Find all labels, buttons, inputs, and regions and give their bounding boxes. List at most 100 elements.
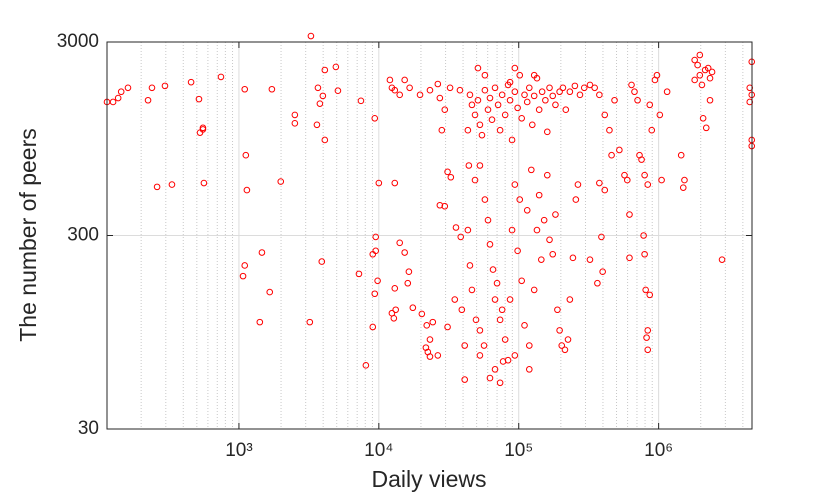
scatter-point — [601, 111, 609, 119]
scatter-point — [306, 318, 314, 326]
scatter-point — [663, 88, 671, 96]
scatter-point — [436, 94, 444, 102]
scatter-point — [372, 247, 380, 255]
scatter-point — [258, 249, 266, 256]
x-axis-title: Daily views — [371, 466, 486, 492]
scatter-point — [514, 247, 521, 255]
scatter-point — [476, 327, 484, 334]
scatter-point — [586, 81, 594, 89]
scatter-point — [168, 181, 176, 188]
scatter-point — [496, 379, 504, 387]
scatter-point — [480, 342, 488, 349]
scatter-point — [528, 121, 536, 129]
scatter-point — [644, 181, 652, 188]
scatter-point — [291, 111, 299, 119]
scatter-point — [196, 129, 204, 136]
scatter-point — [391, 285, 399, 292]
scatter-point — [691, 76, 698, 84]
scatter-point — [424, 348, 432, 356]
scatter-point — [476, 121, 484, 129]
scatter-point — [511, 352, 519, 359]
scatter-point — [409, 304, 417, 312]
scatter-point — [486, 94, 494, 102]
scatter-point — [608, 151, 615, 159]
scatter-point — [514, 104, 521, 112]
scatter-point — [491, 366, 499, 373]
scatter-point — [694, 61, 701, 69]
scatter-point — [461, 376, 469, 383]
scatter-point — [521, 322, 528, 329]
scatter-point — [606, 126, 613, 134]
scatter-point — [457, 233, 465, 241]
scatter-point — [456, 86, 464, 94]
scatter-point — [388, 309, 396, 317]
scatter-point — [458, 306, 466, 314]
scatter-point — [554, 306, 561, 314]
scatter-point — [646, 291, 654, 299]
scatter-point — [334, 87, 342, 95]
scatter-point — [516, 196, 524, 203]
scatter-point — [566, 296, 574, 303]
scatter-point — [434, 80, 442, 88]
y-tick-label: 3000 — [57, 31, 99, 52]
scatter-point — [405, 268, 413, 276]
x-tick-label: 10⁵ — [504, 440, 533, 461]
scatter-point — [239, 272, 247, 280]
scatter-point — [461, 342, 469, 349]
scatter-point — [644, 346, 652, 354]
scatter-point — [319, 92, 327, 100]
scatter-point — [466, 262, 474, 269]
scatter-point — [491, 296, 499, 303]
scatter-point — [464, 126, 472, 134]
scatter-point — [451, 296, 459, 303]
scatter-point — [699, 115, 707, 122]
scatter-point — [549, 250, 557, 258]
scatter-point — [314, 84, 322, 92]
scatter-point — [746, 84, 754, 92]
scatter-point — [471, 176, 479, 184]
scatter-point — [426, 336, 434, 343]
scatter-point — [144, 96, 152, 104]
scatter-point — [525, 366, 533, 373]
scatter-point — [426, 86, 434, 94]
scatter-point — [528, 166, 535, 174]
scatter-point — [626, 211, 633, 218]
scatter-point — [640, 232, 647, 239]
scatter-point — [576, 91, 584, 99]
scatter-point — [187, 78, 195, 86]
scatter-point — [416, 91, 424, 99]
scatter-point — [316, 100, 324, 107]
scatter-point — [472, 316, 480, 324]
scatter-point — [511, 181, 519, 188]
scatter-point — [423, 322, 431, 329]
scatter-point — [623, 176, 631, 184]
scatter-point — [446, 84, 454, 92]
scatter-point — [496, 316, 504, 324]
scatter-point — [256, 318, 264, 326]
scatter-point — [518, 115, 525, 122]
scatter-point — [266, 288, 274, 296]
scatter-point — [533, 226, 541, 234]
x-tick-label: 10⁶ — [644, 440, 673, 461]
scatter-point — [525, 84, 533, 92]
scatter-point — [677, 151, 685, 159]
scatter-point — [540, 216, 548, 224]
scatter-point — [486, 374, 494, 382]
x-tick-label: 10⁴ — [364, 440, 393, 461]
scatter-point — [484, 216, 492, 224]
scatter-point — [542, 96, 549, 104]
scatter-point — [109, 98, 117, 106]
scatter-point — [681, 176, 688, 184]
scatter-point — [291, 120, 299, 127]
scatter-point — [195, 95, 203, 103]
scatter-point — [708, 68, 716, 76]
scatter-point — [564, 336, 572, 343]
scatter-point — [538, 88, 546, 96]
scatter-point — [371, 115, 379, 122]
scatter-point — [508, 226, 516, 234]
scatter-point — [691, 56, 698, 64]
scatter-point — [386, 76, 394, 84]
scatter-point — [523, 206, 531, 214]
scatter-point — [501, 111, 509, 119]
